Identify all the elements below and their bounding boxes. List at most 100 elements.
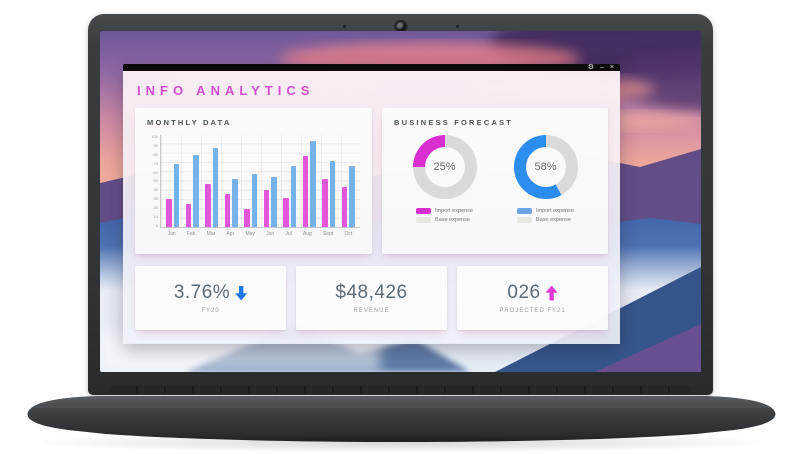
window-titlebar: ⚙ – × xyxy=(123,64,620,71)
stat-card: 026 PROJECTED FY21 xyxy=(457,266,608,330)
blue-bar xyxy=(193,155,199,227)
bar-chart: 100 90 80 70 60 50 40 30 20 10 0 Jan Feb Mar Apr May Ju… xyxy=(147,135,360,239)
blue-bar xyxy=(329,160,336,227)
blue-bar xyxy=(290,166,297,227)
bar-group xyxy=(341,135,355,227)
legend-label: Base expense xyxy=(435,217,470,223)
webcam xyxy=(396,22,405,31)
y-tick-label: 20 xyxy=(153,205,158,211)
close-icon[interactable]: × xyxy=(609,64,614,71)
legend-swatch xyxy=(416,208,432,214)
legend-row: Import expense xyxy=(517,208,574,214)
bar-group xyxy=(185,135,199,227)
pink-bar xyxy=(205,183,211,227)
business-forecast-title: BUSINESS FORECAST xyxy=(394,118,514,127)
legend-row: Base expense xyxy=(416,217,473,223)
stat-card: 3.76% FY20 xyxy=(135,266,286,330)
donut-chart: 58% xyxy=(513,135,578,199)
y-tick-label: 0 xyxy=(155,222,158,228)
donut-block: 58% Import expense Base expense xyxy=(513,135,578,223)
bar-group xyxy=(263,135,277,227)
blue-bar xyxy=(349,166,355,227)
donut-percentage: 58% xyxy=(534,161,557,173)
y-tick-label: 100 xyxy=(151,134,158,139)
stat-label: PROJECTED FY21 xyxy=(499,308,566,314)
bar-chart-y-axis: 100 90 80 70 60 50 40 30 20 10 0 xyxy=(147,135,160,228)
bar-group xyxy=(224,135,238,227)
y-tick-label: 10 xyxy=(153,214,158,220)
laptop-shadow xyxy=(45,436,760,452)
y-tick-label: 60 xyxy=(153,169,158,175)
y-tick-label: 30 xyxy=(153,196,158,202)
microphone-dot xyxy=(342,25,346,28)
business-forecast-panel: BUSINESS FORECAST 25% Import expense Base … xyxy=(382,108,608,254)
arrow-up-icon xyxy=(545,285,558,301)
legend-swatch xyxy=(517,208,533,214)
x-tick-label: Aug xyxy=(302,231,312,237)
donut-charts: 25% Import expense Base expense 58% Import e… xyxy=(394,135,596,223)
bar-group xyxy=(302,135,316,227)
window-body: INFO ANALYTICS MONTHLY DATA 100 90 80 70 60 5… xyxy=(123,71,620,344)
stat-value: $48,426 xyxy=(335,282,408,303)
laptop-base xyxy=(18,393,785,448)
x-tick-label: Mar xyxy=(206,231,216,237)
stat-label: REVENUE xyxy=(353,308,390,314)
stat-card: $48,426 REVENUE xyxy=(296,266,447,330)
x-tick-label: Apr xyxy=(226,231,235,237)
blue-bar xyxy=(232,179,238,227)
x-tick-label: Oct xyxy=(344,231,353,237)
blue-bar xyxy=(173,164,180,227)
pink-bar xyxy=(341,187,348,227)
keyboard-edge xyxy=(110,386,691,393)
settings-icon[interactable]: ⚙ xyxy=(587,64,594,71)
legend-label: Base expense xyxy=(536,217,571,223)
pink-bar xyxy=(224,193,231,227)
x-tick-label: Jul xyxy=(285,231,292,237)
y-tick-label: 40 xyxy=(153,187,158,193)
blue-bar xyxy=(271,177,277,227)
x-tick-label: Jun xyxy=(266,231,275,237)
pink-bar xyxy=(283,197,289,227)
blue-bar xyxy=(212,147,219,227)
donut-chart: 25% xyxy=(412,135,477,199)
pink-bar xyxy=(185,204,192,227)
pink-bar xyxy=(244,208,250,227)
monthly-data-title: MONTHLY DATA xyxy=(147,118,232,127)
laptop-lid: ⚙ – × INFO ANALYTICS MONTHLY DATA 100 90 80 7… xyxy=(88,14,713,395)
stat-label: FY20 xyxy=(201,308,220,314)
laptop-screen: ⚙ – × INFO ANALYTICS MONTHLY DATA 100 90 80 7… xyxy=(100,31,701,372)
monthly-data-panel: MONTHLY DATA 100 90 80 70 60 50 40 30 20 10 0 Jan F… xyxy=(135,108,372,254)
microphone-dot xyxy=(455,25,459,28)
analytics-window: ⚙ – × INFO ANALYTICS MONTHLY DATA 100 90 80 7… xyxy=(123,64,620,344)
legend-row: Base expense xyxy=(517,217,574,223)
pink-bar xyxy=(166,199,172,227)
bar-chart-x-axis: Jan Feb Mar Apr May Jun Jul Aug Sept Oct xyxy=(160,228,360,237)
pink-bar xyxy=(302,156,309,227)
legend-row: Import expense xyxy=(416,208,473,214)
donut-block: 25% Import expense Base expense xyxy=(412,135,477,223)
minimize-icon[interactable]: – xyxy=(600,64,604,71)
y-tick-label: 80 xyxy=(153,151,158,157)
arrow-down-icon xyxy=(235,285,248,301)
y-tick-label: 50 xyxy=(153,178,158,184)
app-title: INFO ANALYTICS xyxy=(137,83,315,98)
stat-value: 026 xyxy=(507,282,541,303)
blue-bar xyxy=(251,173,258,227)
donut-percentage: 25% xyxy=(433,161,456,173)
legend-label: Import expense xyxy=(435,208,473,214)
donut-legend: Import expense Base expense xyxy=(416,208,473,223)
bar-group xyxy=(205,135,219,227)
x-tick-label: Sept xyxy=(323,231,334,237)
bar-chart-plot xyxy=(160,135,360,228)
pink-bar xyxy=(322,179,328,227)
blue-bar xyxy=(310,141,316,227)
stats-row: 3.76% FY20 $48,426 REVENUE 026 PROJECTED FY21 xyxy=(135,266,608,330)
legend-swatch xyxy=(416,217,432,223)
bar-group xyxy=(283,135,297,227)
bar-group xyxy=(244,135,258,227)
y-tick-label: 70 xyxy=(153,160,158,166)
bar-group xyxy=(322,135,336,227)
x-tick-label: Feb xyxy=(186,231,196,237)
bar-group xyxy=(166,135,180,227)
